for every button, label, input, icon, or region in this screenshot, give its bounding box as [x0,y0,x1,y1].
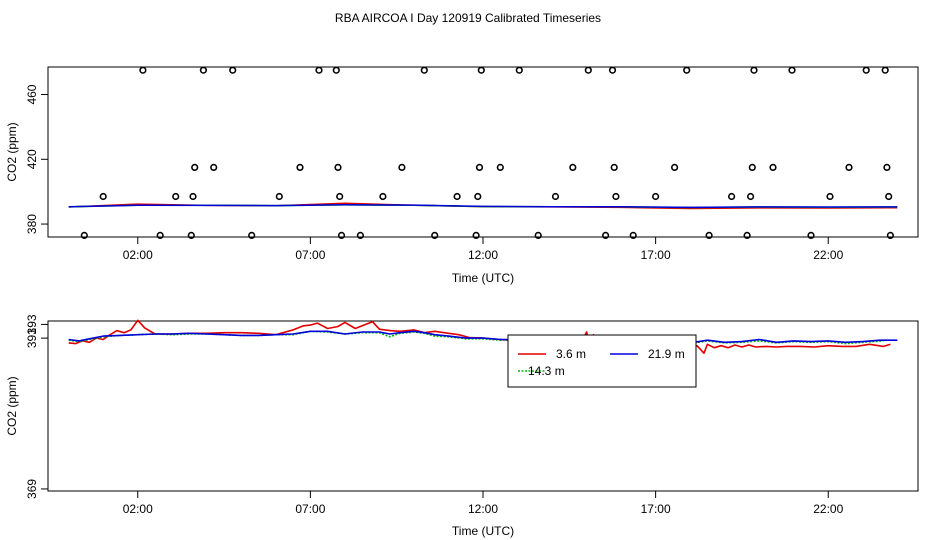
series-line-21-9-m [68,330,898,344]
scatter-point [191,163,199,171]
x-tick-label: 17:00 [641,502,671,516]
scatter-point [670,163,679,171]
scatter-point [886,231,895,239]
scatter-point [189,192,197,201]
scatter-point [80,231,88,239]
scatter-point [496,163,504,171]
scatter-point [883,163,891,171]
bottom-x-axis: 02:00 07:00 12:00 17:00 22:00 [123,491,844,516]
scatter-point [551,192,560,201]
scatter-point [210,163,218,171]
scatter-point [750,66,758,74]
scatter-point [420,66,428,74]
legend: 3.6 m 21.9 m 14.3 m [507,334,697,388]
legend-label-21-9m: 21.9 m [648,347,685,361]
legend-label-14-3m: 14.3 m [528,364,565,378]
x-tick-label: 02:00 [123,502,153,516]
x-tick-label: 07:00 [295,248,325,262]
scatter-point [769,163,777,171]
top-x-axis: 02:00 07:00 12:00 17:00 22:00 [123,237,844,262]
scatter-point [431,231,439,239]
scatter-point [788,66,796,74]
scatter-point [398,163,406,171]
x-tick-label: 12:00 [468,248,498,262]
scatter-point [569,163,577,171]
scatter-point [296,163,304,171]
scatter-point [332,66,340,74]
scatter-point [379,192,387,201]
scatter-point [748,163,756,171]
scatter-point [885,192,893,201]
chart-title: RBA AIRCOA I Day 120919 Calibrated Times… [335,11,601,25]
scatter-point [229,66,237,74]
top-panel: 02:00 07:00 12:00 17:00 22:00 380 420 460 Time… [5,66,919,285]
scatter-point [601,231,610,239]
scatter-point [629,231,637,239]
scatter-point [275,192,283,201]
y-tick-label: 460 [25,84,39,104]
scatter-point [683,66,691,74]
scatter-point [826,192,834,201]
scatter-point [334,163,342,171]
scatter-point [199,66,207,74]
legend-label-3-6m: 3.6 m [556,347,586,361]
bottom-x-axis-title: Time (UTC) [452,524,514,538]
scatter-point [337,231,346,239]
scatter-point [515,66,523,74]
scatter-point [453,192,461,201]
y-tick-label: 420 [25,149,39,169]
top-plot-frame [47,66,919,238]
scatter-point [608,66,617,74]
y-tick-label: 369 [25,479,39,499]
x-tick-label: 12:00 [468,502,498,516]
x-tick-label: 07:00 [295,502,325,516]
scatter-point [472,231,480,239]
scatter-point [477,66,485,74]
scatter-point [727,192,736,201]
x-tick-label: 22:00 [813,248,843,262]
y-tick-label: 393 [25,314,39,334]
top-y-axis-title: CO2 (ppm) [5,122,19,181]
scatter-point [139,66,147,74]
top-line-21-9-m [68,204,898,209]
top-x-axis-title: Time (UTC) [452,271,514,285]
scatter-point [610,163,618,171]
scatter-point [315,66,323,74]
x-tick-label: 22:00 [813,502,843,516]
scatter-point [475,163,484,171]
scatter-point [584,66,592,74]
y-tick-label: 380 [25,214,39,234]
top-y-axis: 380 420 460 [25,84,48,234]
scatter-point [156,231,164,239]
scatter-point [336,192,344,201]
bottom-y-axis-title: CO2 (ppm) [5,376,19,435]
x-tick-label: 02:00 [123,248,153,262]
scatter-point [612,192,620,201]
scatter-point [705,231,713,239]
scatter-point [743,231,751,239]
scatter-point [845,163,853,171]
scatter-point [474,192,482,201]
scatter-point [746,192,755,201]
scatter-point [356,231,365,239]
scatter-point [172,192,180,201]
series-line-3-6-m [68,319,891,355]
y-tick-label: 391 [25,328,39,348]
scatter-point [881,66,889,74]
scatter-point [248,231,256,239]
x-tick-label: 17:00 [641,248,671,262]
bottom-series-lines [68,319,898,355]
scatter-point [807,231,815,239]
legend-box [507,334,697,388]
scatter-point [534,231,542,239]
scatter-point [99,192,107,201]
top-series-lines [68,202,898,210]
scatter-point [187,231,195,239]
scatter-point [862,66,870,74]
top-scatter-points [80,66,895,239]
scatter-point [651,192,660,201]
